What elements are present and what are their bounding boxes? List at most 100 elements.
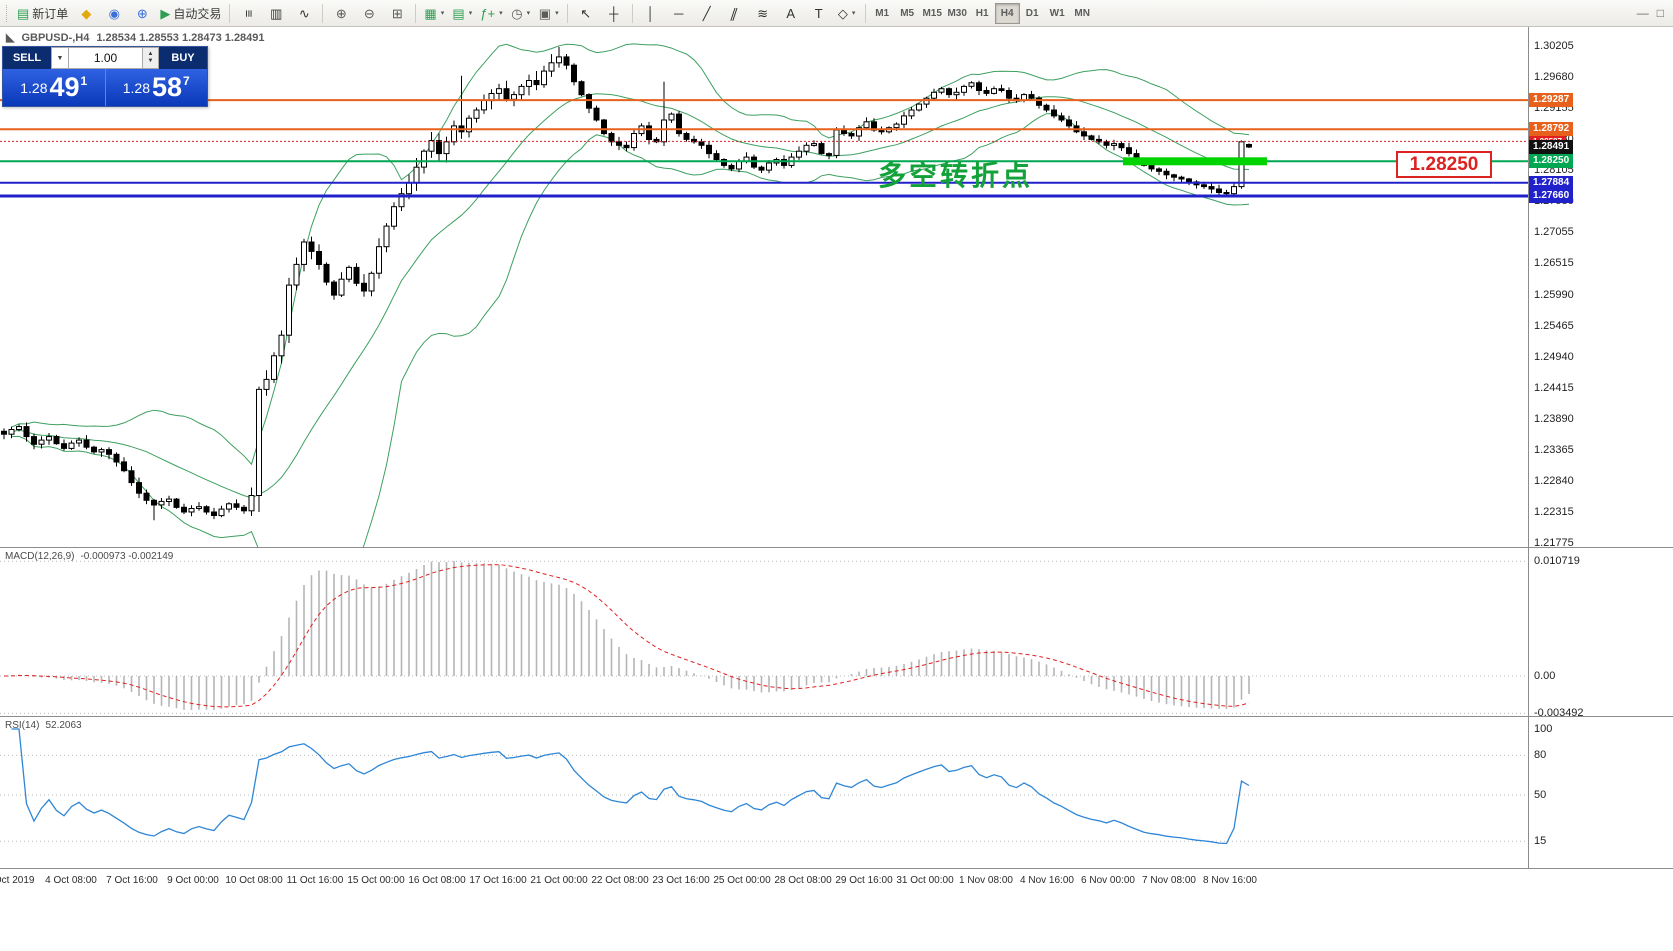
stepper-down-icon[interactable]: ▼ [147, 58, 154, 64]
toolbar-separator [566, 3, 568, 23]
buy-price-point: 7 [183, 73, 190, 88]
time-axis-label: 9 Oct 00:00 [167, 875, 219, 886]
chevron-down-icon: ▾ [555, 10, 559, 17]
vertical-line-button[interactable]: │ [637, 2, 665, 25]
time-axis[interactable]: 3 Oct 2019 4 Oct 08:00 7 Oct 16:00 9 Oct 00… [0, 868, 1673, 899]
indicators-button[interactable]: ƒ+ ▾ [476, 2, 506, 25]
zoom-out-button[interactable]: ⊖ [355, 2, 383, 25]
sell-label: SELL [3, 47, 51, 69]
timeframe-h1[interactable]: H1 [975, 7, 989, 19]
candle-chart-button[interactable]: ▥ [262, 2, 290, 25]
chart-window-button[interactable]: ▤ ▾ [448, 2, 476, 25]
rsi-label: RSI(14) 52.2063 [5, 720, 82, 731]
cursor-button[interactable]: ↖ [572, 2, 600, 25]
bar-chart-icon: ≡ [240, 9, 256, 17]
line-chart-button[interactable]: ∿ [290, 2, 318, 25]
main-chart[interactable] [0, 27, 1530, 547]
indicators-icon: ƒ+ [480, 5, 496, 21]
community-button[interactable]: ⊕ [128, 2, 156, 25]
macd-axis-label: -0.003492 [1534, 707, 1584, 720]
volume-dropdown-button[interactable]: ▼ [51, 47, 69, 69]
price-callout-box[interactable]: 1.28250 [1396, 151, 1492, 178]
timeframe-mn[interactable]: MN [1074, 7, 1090, 19]
profile-button[interactable]: ◉ [100, 2, 128, 25]
timeframe-w1[interactable]: W1 [1049, 7, 1065, 19]
price-tick: 1.24415 [1534, 381, 1574, 394]
time-axis-label: 11 Oct 16:00 [286, 875, 344, 886]
pane-separator[interactable] [0, 716, 1673, 717]
chart-layout-button[interactable]: ▦ ▾ [420, 2, 448, 25]
rsi-pane[interactable] [0, 717, 1530, 868]
navigator-icon: ◆ [81, 5, 92, 21]
timeframe-d1[interactable]: D1 [1025, 7, 1039, 19]
tile-windows-button[interactable]: ⊞ [383, 2, 411, 25]
time-axis-label: 4 Oct 08:00 [45, 875, 97, 886]
price-tick: 1.26515 [1534, 257, 1574, 270]
fibonacci-button[interactable]: ≋ [749, 2, 777, 25]
rsi-value: 52.2063 [45, 720, 82, 731]
text-label-button[interactable]: T [805, 2, 833, 25]
channel-button[interactable]: ∥ [721, 2, 749, 25]
horizontal-line-button[interactable]: ─ [665, 2, 693, 25]
shapes-button[interactable]: ◇ ▾ [833, 2, 861, 25]
timeframe-m5[interactable]: M5 [900, 7, 915, 19]
bar-chart-button[interactable]: ≡ [234, 2, 262, 25]
timeframe-h4[interactable]: H4 [994, 2, 1020, 24]
crosshair-icon: ┼ [609, 5, 619, 21]
bollinger-bands [11, 43, 1250, 547]
crosshair-button[interactable]: ┼ [600, 2, 628, 25]
price-axis[interactable]: 1.302051.296801.291551.286301.281051.275… [1528, 27, 1673, 868]
community-icon: ⊕ [136, 5, 148, 21]
time-axis-label: 15 Oct 00:00 [347, 875, 405, 886]
timeframe-m1[interactable]: M1 [875, 7, 890, 19]
navigator-button[interactable]: ◆ [72, 2, 100, 25]
minimize-icon[interactable]: — [1636, 6, 1649, 20]
sell-price-pips: 49 [49, 72, 80, 102]
price-badge: 1.27660 [1529, 189, 1574, 204]
trade-panel-controls: SELL ▼ 1.00 ▲ ▼ BUY [3, 47, 207, 69]
trendline-button[interactable]: ╱ [693, 2, 721, 25]
timeframe-m30[interactable]: M30 [947, 7, 967, 19]
new-order-button[interactable]: ▤ 新订单 [13, 2, 72, 25]
volume-input[interactable]: 1.00 [69, 47, 143, 69]
periods-button[interactable]: ◷ ▾ [507, 2, 535, 25]
price-badge: 1.28491 [1529, 140, 1574, 155]
time-axis-label: 23 Oct 16:00 [652, 875, 710, 886]
price-tick: 1.23365 [1534, 443, 1574, 456]
rsi-axis-label: 50 [1534, 789, 1547, 801]
pane-separator[interactable] [0, 547, 1673, 548]
time-axis-label: 10 Oct 08:00 [225, 875, 283, 886]
chevron-down-icon: ▾ [468, 10, 473, 17]
autotrade-play-icon: ▶ [160, 5, 171, 21]
trendline-icon: ╱ [702, 5, 711, 21]
autotrade-button[interactable]: ▶ 自动交易 [156, 2, 225, 25]
macd-axis-label: 0.00 [1534, 670, 1556, 682]
volume-stepper[interactable]: ▲ ▼ [143, 47, 159, 69]
templates-button[interactable]: ▣ ▾ [535, 2, 563, 25]
buy-button[interactable]: 1.28 58 7 [105, 69, 207, 106]
buy-price-base: 1.28 [122, 79, 150, 96]
price-tick: 1.24940 [1534, 350, 1574, 363]
sell-button[interactable]: 1.28 49 1 [3, 69, 106, 106]
stepper-up-icon[interactable]: ▲ [147, 51, 154, 58]
rsi-axis-label: 100 [1534, 723, 1553, 735]
autotrade-label: 自动交易 [173, 6, 222, 21]
restore-icon[interactable]: □ [1656, 6, 1664, 20]
one-click-trading-panel: SELL ▼ 1.00 ▲ ▼ BUY 1.28 49 1 1.28 58 7 [2, 46, 208, 107]
chart-header: ◣ GBPUSD-,H4 1.28534 1.28553 1.28473 1.2… [6, 31, 265, 45]
text-button[interactable]: A [777, 2, 805, 25]
time-axis-label: 29 Oct 16:00 [835, 875, 893, 886]
macd-pane[interactable] [0, 548, 1530, 716]
price-tick: 1.21775 [1534, 537, 1574, 549]
price-badge: 1.28250 [1529, 154, 1574, 169]
turning-point-annotation[interactable]: 多空转折点 [878, 160, 1034, 191]
zoom-in-button[interactable]: ⊕ [327, 2, 355, 25]
time-axis-label: 4 Nov 16:00 [1020, 875, 1074, 886]
timeframe-m15[interactable]: M15 [922, 7, 942, 19]
price-tick: 1.27055 [1534, 226, 1574, 239]
chart-window-icon: ▤ [452, 5, 465, 21]
chart-ohlc-readout: 1.28534 1.28553 1.28473 1.28491 [96, 31, 265, 44]
cursor-icon: ↖ [580, 5, 592, 21]
chart-title: GBPUSD-,H4 [21, 31, 90, 44]
